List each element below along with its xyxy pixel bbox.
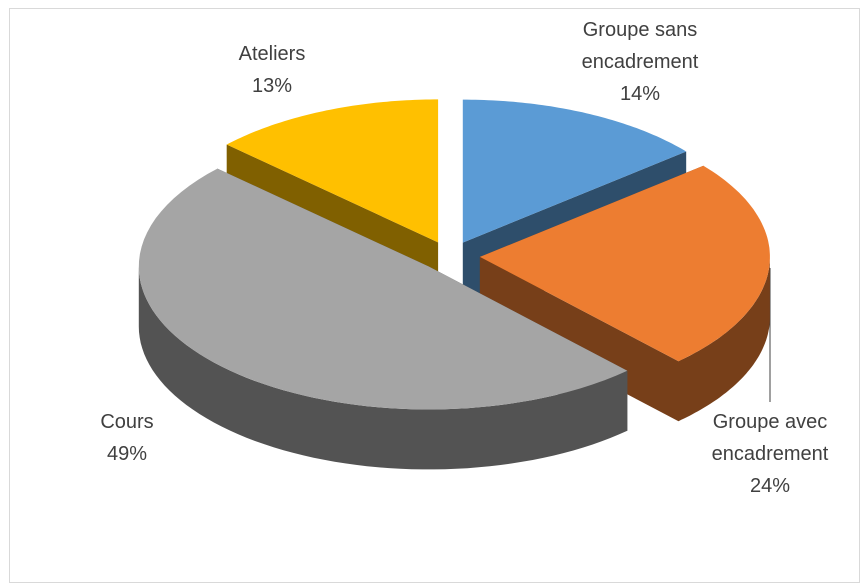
- slice-side: [479, 256, 679, 422]
- slice-label: Groupe sans encadrement 14%: [550, 14, 730, 110]
- label-value: 24%: [749, 475, 791, 497]
- label-value: 13%: [251, 75, 293, 97]
- label-value: 14%: [619, 83, 661, 105]
- slice: [479, 165, 770, 362]
- slice: [226, 99, 439, 243]
- slice-label: Ateliers 13%: [182, 38, 362, 102]
- slice: [138, 168, 628, 410]
- slice-wall: [678, 256, 770, 422]
- label-name: Groupe avec encadrement: [711, 411, 829, 465]
- pie: [138, 99, 770, 470]
- slice-label: Groupe avec encadrement 24%: [680, 406, 860, 502]
- slice: [462, 99, 687, 243]
- slice-label: Cours 49%: [37, 406, 217, 470]
- slice-wall: [138, 266, 628, 470]
- label-name: Groupe sans encadrement: [581, 19, 699, 73]
- label-name: Cours: [100, 411, 154, 433]
- label-value: 49%: [106, 443, 148, 465]
- label-name: Ateliers: [238, 43, 306, 65]
